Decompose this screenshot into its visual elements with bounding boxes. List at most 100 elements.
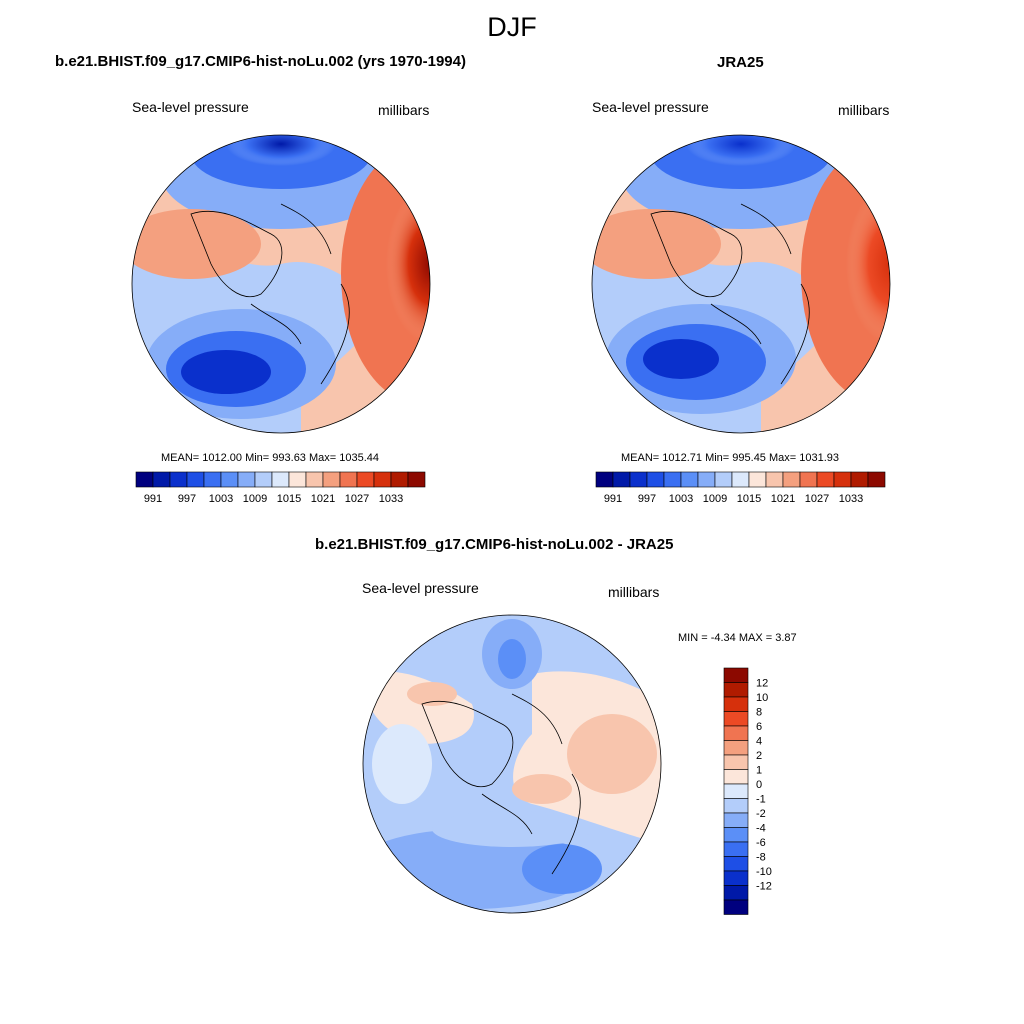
colorbar-box	[723, 783, 749, 799]
colorbar-tick-label: 1015	[277, 493, 301, 505]
colorbar-tick-label: 1027	[805, 493, 829, 505]
colorbar-tick-label: 1003	[669, 493, 693, 505]
colorbar-box	[697, 471, 716, 488]
colorbar-box	[152, 471, 171, 488]
panel-obs-title: JRA25	[717, 54, 764, 71]
colorbar-tick-label: -4	[756, 823, 766, 835]
colorbar-box	[782, 471, 801, 488]
colorbar-box	[339, 471, 358, 488]
colorbar-tick-label: -6	[756, 837, 766, 849]
panel-diff-variable: Sea-level pressure	[362, 580, 479, 596]
colorbar-box	[723, 827, 749, 843]
colorbar-box	[356, 471, 375, 488]
colorbar-tick-label: 8	[756, 707, 762, 719]
colorbar-box	[646, 471, 665, 488]
colorbar-box	[723, 682, 749, 698]
colorbar-box	[220, 471, 239, 488]
colorbar-box	[663, 471, 682, 488]
colorbar-tick-label: 1033	[379, 493, 403, 505]
colorbar-box	[731, 471, 750, 488]
colorbar-box	[169, 471, 188, 488]
panel-model-units: millibars	[378, 102, 430, 118]
colorbar-box	[816, 471, 835, 488]
colorbar-box	[867, 471, 886, 488]
colorbar-tick-label: 997	[638, 493, 656, 505]
colorbar-box	[723, 812, 749, 828]
colorbar-box	[271, 471, 290, 488]
colorbar-box	[390, 471, 409, 488]
colorbar-box	[748, 471, 767, 488]
colorbar-obs: 991 997 1003 1009 1015 1021 1027 1033	[595, 471, 886, 505]
panel-model-stats: MEAN= 1012.00 Min= 993.63 Max= 1035.44	[161, 452, 380, 464]
colorbar-tick-label: 10	[756, 692, 768, 704]
colorbar-tick-label: 1015	[737, 493, 761, 505]
panel-diff-title: b.e21.BHIST.f09_g17.CMIP6-hist-noLu.002 …	[315, 536, 674, 553]
colorbar-box	[305, 471, 324, 488]
panel-obs-units: millibars	[838, 102, 890, 118]
colorbar-box	[407, 471, 426, 488]
colorbar-box	[723, 856, 749, 872]
panel-obs-stats: MEAN= 1012.71 Min= 995.45 Max= 1031.93	[621, 452, 840, 464]
colorbar-box	[723, 740, 749, 756]
colorbar-box	[203, 471, 222, 488]
colorbar-tick-label: 4	[756, 736, 762, 748]
colorbar-box	[322, 471, 341, 488]
colorbar-box	[723, 769, 749, 785]
colorbar-tick-label: 1003	[209, 493, 233, 505]
panel-obs-variable: Sea-level pressure	[592, 99, 709, 115]
colorbar-box	[237, 471, 256, 488]
colorbar-box	[765, 471, 784, 488]
panel-diff-units: millibars	[608, 584, 660, 600]
colorbar-tick-label: 1009	[243, 493, 267, 505]
colorbar-tick-label: -12	[756, 881, 772, 893]
colorbar-tick-label: 991	[604, 493, 622, 505]
colorbar-tick-label: 1021	[311, 493, 335, 505]
colorbar-box	[723, 885, 749, 901]
colorbar-tick-label: 997	[178, 493, 196, 505]
colorbar-box	[723, 841, 749, 857]
colorbar-box	[186, 471, 205, 488]
colorbar-tick-label: 1009	[703, 493, 727, 505]
colorbar-box	[723, 725, 749, 741]
colorbar-box	[612, 471, 631, 488]
colorbar-tick-label: 1	[756, 765, 762, 777]
colorbar-box	[723, 899, 749, 915]
map-model	[131, 134, 431, 434]
colorbar-box	[254, 471, 273, 488]
panel-model-variable: Sea-level pressure	[132, 99, 249, 115]
colorbar-box	[723, 754, 749, 770]
colorbar-model: 991 997 1003 1009 1015 1021 1027 1033	[135, 471, 426, 505]
colorbar-box	[288, 471, 307, 488]
colorbar-box	[723, 870, 749, 886]
colorbar-box	[723, 667, 749, 683]
colorbar-tick-label: 0	[756, 779, 762, 791]
colorbar-box	[799, 471, 818, 488]
colorbar-tick-label: -10	[756, 866, 772, 878]
colorbar-tick-label: 6	[756, 721, 762, 733]
colorbar-box	[723, 696, 749, 712]
colorbar-tick-label: 1033	[839, 493, 863, 505]
colorbar-box	[595, 471, 614, 488]
colorbar-box	[373, 471, 392, 488]
map-obs	[591, 134, 891, 434]
colorbar-tick-label: 1027	[345, 493, 369, 505]
colorbar-box	[714, 471, 733, 488]
colorbar-box	[723, 711, 749, 727]
panel-diff-stats: MIN = -4.34 MAX = 3.87	[678, 632, 797, 644]
colorbar-box	[629, 471, 648, 488]
map-diff	[362, 614, 662, 914]
colorbar-box	[850, 471, 869, 488]
colorbar-tick-label: 1021	[771, 493, 795, 505]
colorbar-tick-label: -2	[756, 808, 766, 820]
colorbar-tick-label: -1	[756, 794, 766, 806]
panel-model-title: b.e21.BHIST.f09_g17.CMIP6-hist-noLu.002 …	[55, 53, 466, 70]
colorbar-tick-label: 2	[756, 750, 762, 762]
colorbar-box	[833, 471, 852, 488]
figure-title: DJF	[487, 12, 537, 42]
colorbar-box	[680, 471, 699, 488]
colorbar-tick-label: 991	[144, 493, 162, 505]
colorbar-box	[723, 798, 749, 814]
colorbar-tick-label: -8	[756, 852, 766, 864]
colorbar-tick-label: 12	[756, 678, 768, 690]
